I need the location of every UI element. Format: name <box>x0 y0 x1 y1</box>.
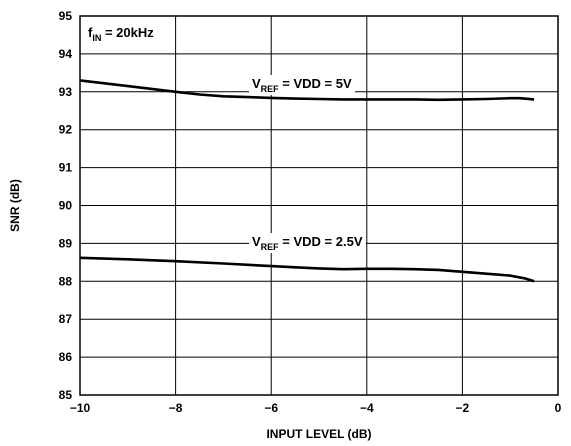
y-tick-label: 87 <box>59 312 73 326</box>
y-tick-label: 92 <box>59 123 73 137</box>
annotations: fIN = 20kHz VREF = VDD = 5V VREF = VDD = 2… <box>85 24 366 253</box>
series-label-1: VREF = VDD = 5V <box>249 75 355 95</box>
y-tick-label: 89 <box>59 236 73 250</box>
x-tick-label: −8 <box>169 401 183 415</box>
series-lines <box>79 79 535 283</box>
y-tick-label: 91 <box>59 161 73 175</box>
y-tick-labels: 85 86 87 88 89 90 91 92 93 94 95 <box>59 9 73 402</box>
x-tick-label: −6 <box>264 401 278 415</box>
x-tick-label: 0 <box>555 401 562 415</box>
y-tick-label: 95 <box>59 9 73 23</box>
y-tick-label: 85 <box>59 388 73 402</box>
grid-lines <box>79 15 559 396</box>
condition-label: fIN = 20kHz <box>85 24 158 44</box>
x-tick-labels: −10 −8 −6 −4 −2 0 <box>70 401 562 415</box>
x-tick-label: −2 <box>456 401 470 415</box>
plot-frame <box>79 15 559 396</box>
x-tick-label: −10 <box>70 401 91 415</box>
y-tick-label: 86 <box>59 350 73 364</box>
y-tick-label: 94 <box>59 47 73 61</box>
y-axis-title: SNR (dB) <box>8 179 22 232</box>
x-axis-title: INPUT LEVEL (dB) <box>266 427 371 441</box>
x-tick-label: −4 <box>360 401 374 415</box>
y-tick-label: 88 <box>59 274 73 288</box>
svg-text:fIN = 20kHz: fIN = 20kHz <box>88 25 154 43</box>
y-tick-label: 90 <box>59 199 73 213</box>
y-tick-label: 93 <box>59 85 73 99</box>
series-label-2: VREF = VDD = 2.5V <box>249 233 366 253</box>
series-line-1 <box>79 79 535 102</box>
svg-text:VREF = VDD = 2.5V: VREF = VDD = 2.5V <box>252 234 363 252</box>
series-line-2 <box>79 256 535 283</box>
svg-text:VREF = VDD = 5V: VREF = VDD = 5V <box>252 76 352 94</box>
